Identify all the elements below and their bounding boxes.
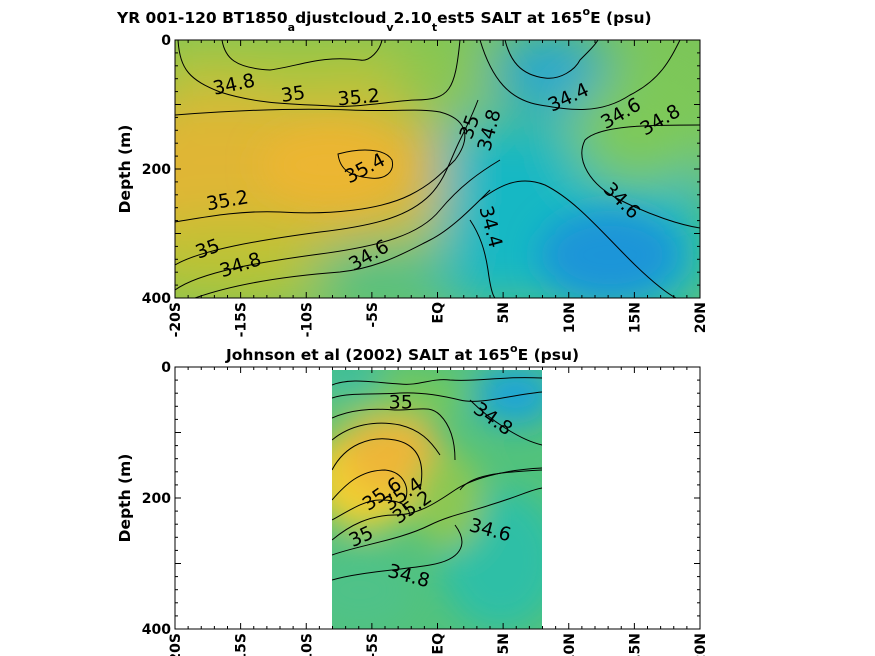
bottom-title-part-1: o: [510, 342, 518, 355]
top-title-part-1: a: [288, 21, 295, 34]
bottom-title-part-0: Johnson et al (2002) SALT at 165: [225, 346, 510, 364]
top-title-part-2: djustcloud: [295, 9, 386, 27]
bottom-xtick-label: -15S: [234, 633, 250, 656]
bottom-xtick-label: EQ: [431, 633, 447, 655]
top-xtick-label: -5S: [365, 302, 381, 328]
top-xtick-label: -10S: [299, 302, 315, 337]
top-title-part-5: t: [432, 21, 437, 34]
top-panel: YR 001-120 BT1850adjustcloudv2.10test5 S…: [116, 5, 709, 337]
bottom-salinity-field: [332, 370, 542, 629]
bottom-title-part-2: E (psu): [518, 346, 580, 364]
top-xtick-label: 20N: [693, 302, 709, 333]
bottom-contour-label: 35: [389, 392, 413, 414]
top-title-part-6: est5 SALT at 165: [437, 9, 582, 27]
bottom-ytick-label: 200: [142, 491, 171, 507]
top-contour-lines: [175, 40, 700, 298]
top-title-part-3: v: [386, 21, 394, 34]
top-xtick-label: -20S: [168, 302, 184, 337]
bottom-ytick-label: 400: [142, 622, 171, 638]
top-xtick-label: 5N: [496, 302, 512, 323]
bottom-contour-lines: [332, 377, 542, 581]
top-salinity-field: [175, 40, 700, 298]
bottom-title: Johnson et al (2002) SALT at 165oE (psu): [225, 342, 579, 364]
top-ylabel: Depth (m): [116, 125, 134, 214]
top-title-part-4: 2.10: [394, 9, 432, 27]
top-title: YR 001-120 BT1850adjustcloudv2.10test5 S…: [116, 5, 652, 34]
bottom-xtick-label: 10N: [562, 633, 578, 656]
top-ytick-label: 400: [142, 291, 171, 307]
bottom-xtick-label: 5N: [496, 633, 512, 654]
bottom-xtick-label: 20N: [693, 633, 709, 656]
bottom-xtick-label: -20S: [168, 633, 184, 656]
top-ytick-label: 200: [142, 162, 171, 178]
top-xtick-label: 10N: [562, 302, 578, 333]
top-title-part-8: E (psu): [590, 9, 652, 27]
top-contour-label: 35: [280, 82, 307, 107]
bottom-xtick-label: -10S: [299, 633, 315, 656]
top-contour-label: 35.2: [337, 85, 381, 111]
top-xtick-label: 15N: [627, 302, 643, 333]
top-xtick-label: -15S: [234, 302, 250, 337]
top-title-part-0: YR 001-120 BT1850: [116, 9, 288, 27]
bottom-panel: Johnson et al (2002) SALT at 165oE (psu): [116, 342, 709, 656]
top-title-part-7: o: [583, 5, 591, 18]
bottom-ytick-label: 0: [161, 360, 171, 376]
top-axis-ticks: -20S -15S -10S -5S EQ 5N 10N 15N 20N 0 200 400: [142, 33, 709, 337]
bottom-axis-ticks: -20S -15S -10S -5S EQ 5N 10N 15N 20N 0 200 400: [142, 360, 709, 656]
bottom-xtick-label: 15N: [627, 633, 643, 656]
bottom-xtick-label: -5S: [365, 633, 381, 656]
top-ytick-label: 0: [161, 33, 171, 49]
top-xtick-label: EQ: [431, 302, 447, 324]
bottom-ylabel: Depth (m): [116, 454, 134, 543]
